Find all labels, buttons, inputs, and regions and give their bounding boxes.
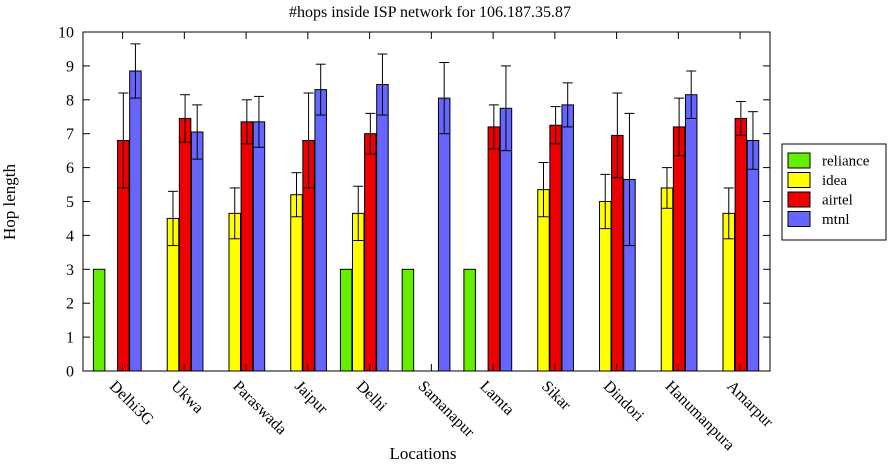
bar-idea-hanumanpura (660, 187, 674, 372)
x-tick-label-samanapur: Samanapur (415, 378, 478, 441)
x-tick-label-sikar: Sikar (538, 378, 574, 414)
legend-label-mtnl: mtnl (822, 212, 850, 228)
bars-group (92, 43, 760, 372)
bar-mtnl-hanumanpura (684, 94, 698, 372)
legend: reliance idea airtel mtnl (781, 143, 887, 241)
x-tick-label-paraswada: Paraswada (229, 378, 289, 438)
x-tick-label-jaipur: Jaipur (291, 378, 331, 418)
bar-airtel-amarpur (734, 117, 748, 372)
x-tick-label-amarpur: Amarpur (723, 378, 776, 431)
bar-idea-jaipur (290, 194, 303, 372)
y-tick-label: 0 (66, 364, 74, 381)
y-tick-label: 8 (66, 92, 74, 109)
y-tick-label: 2 (66, 296, 74, 313)
bar-airtel-paraswada (240, 121, 254, 372)
x-tick-label-delhi3g: Delhi3G (106, 378, 157, 429)
y-tick-label: 1 (66, 330, 74, 347)
legend-label-idea: idea (822, 173, 847, 189)
y-tick-label: 10 (58, 25, 74, 42)
bar-reliance-delhi (339, 268, 353, 372)
y-tick-label: 7 (66, 126, 74, 143)
x-tick-label-lamta: Lamta (476, 378, 517, 419)
legend-swatch-idea (787, 172, 811, 188)
bar-mtnl-paraswada (252, 121, 266, 372)
y-axis-label: Hop length (0, 163, 19, 240)
bar-mtnl-delhi3g (129, 70, 142, 372)
y-tick-label: 9 (66, 58, 74, 75)
bar-airtel-delhi (364, 133, 377, 372)
bar-reliance-delhi3g (92, 268, 106, 372)
bar-mtnl-sikar (561, 104, 574, 372)
legend-label-reliance: reliance (822, 154, 870, 170)
x-tick-label-dindori: Dindori (600, 378, 648, 426)
bar-reliance-samanapur (401, 268, 415, 372)
x-tick-label-delhi: Delhi (353, 378, 391, 416)
legend-swatch-airtel (787, 191, 811, 208)
legend-swatch-reliance (787, 152, 811, 169)
bar-mtnl-delhi (376, 84, 389, 372)
bar-airtel-hanumanpura (672, 126, 686, 372)
bar-airtel-ukwa (178, 117, 192, 372)
y-tick-label: 4 (66, 228, 74, 245)
chart-title: #hops inside ISP network for 106.187.35.… (289, 4, 571, 21)
bar-mtnl-samanapur (437, 97, 451, 372)
x-tick-label-ukwa: Ukwa (168, 378, 207, 417)
y-tick-label: 6 (66, 160, 74, 177)
y-tick-label: 5 (66, 194, 74, 211)
bar-airtel-sikar (549, 124, 562, 372)
legend-label-airtel: airtel (822, 193, 853, 209)
bar-mtnl-ukwa (190, 131, 204, 372)
bar-mtnl-jaipur (314, 89, 327, 372)
bar-airtel-lamta (487, 126, 501, 372)
x-axis-label: Locations (389, 444, 456, 463)
legend-swatch-mtnl (787, 211, 811, 227)
bar-mtnl-amarpur (746, 139, 760, 372)
bar-reliance-lamta (463, 268, 476, 372)
y-tick-label: 3 (66, 262, 74, 279)
